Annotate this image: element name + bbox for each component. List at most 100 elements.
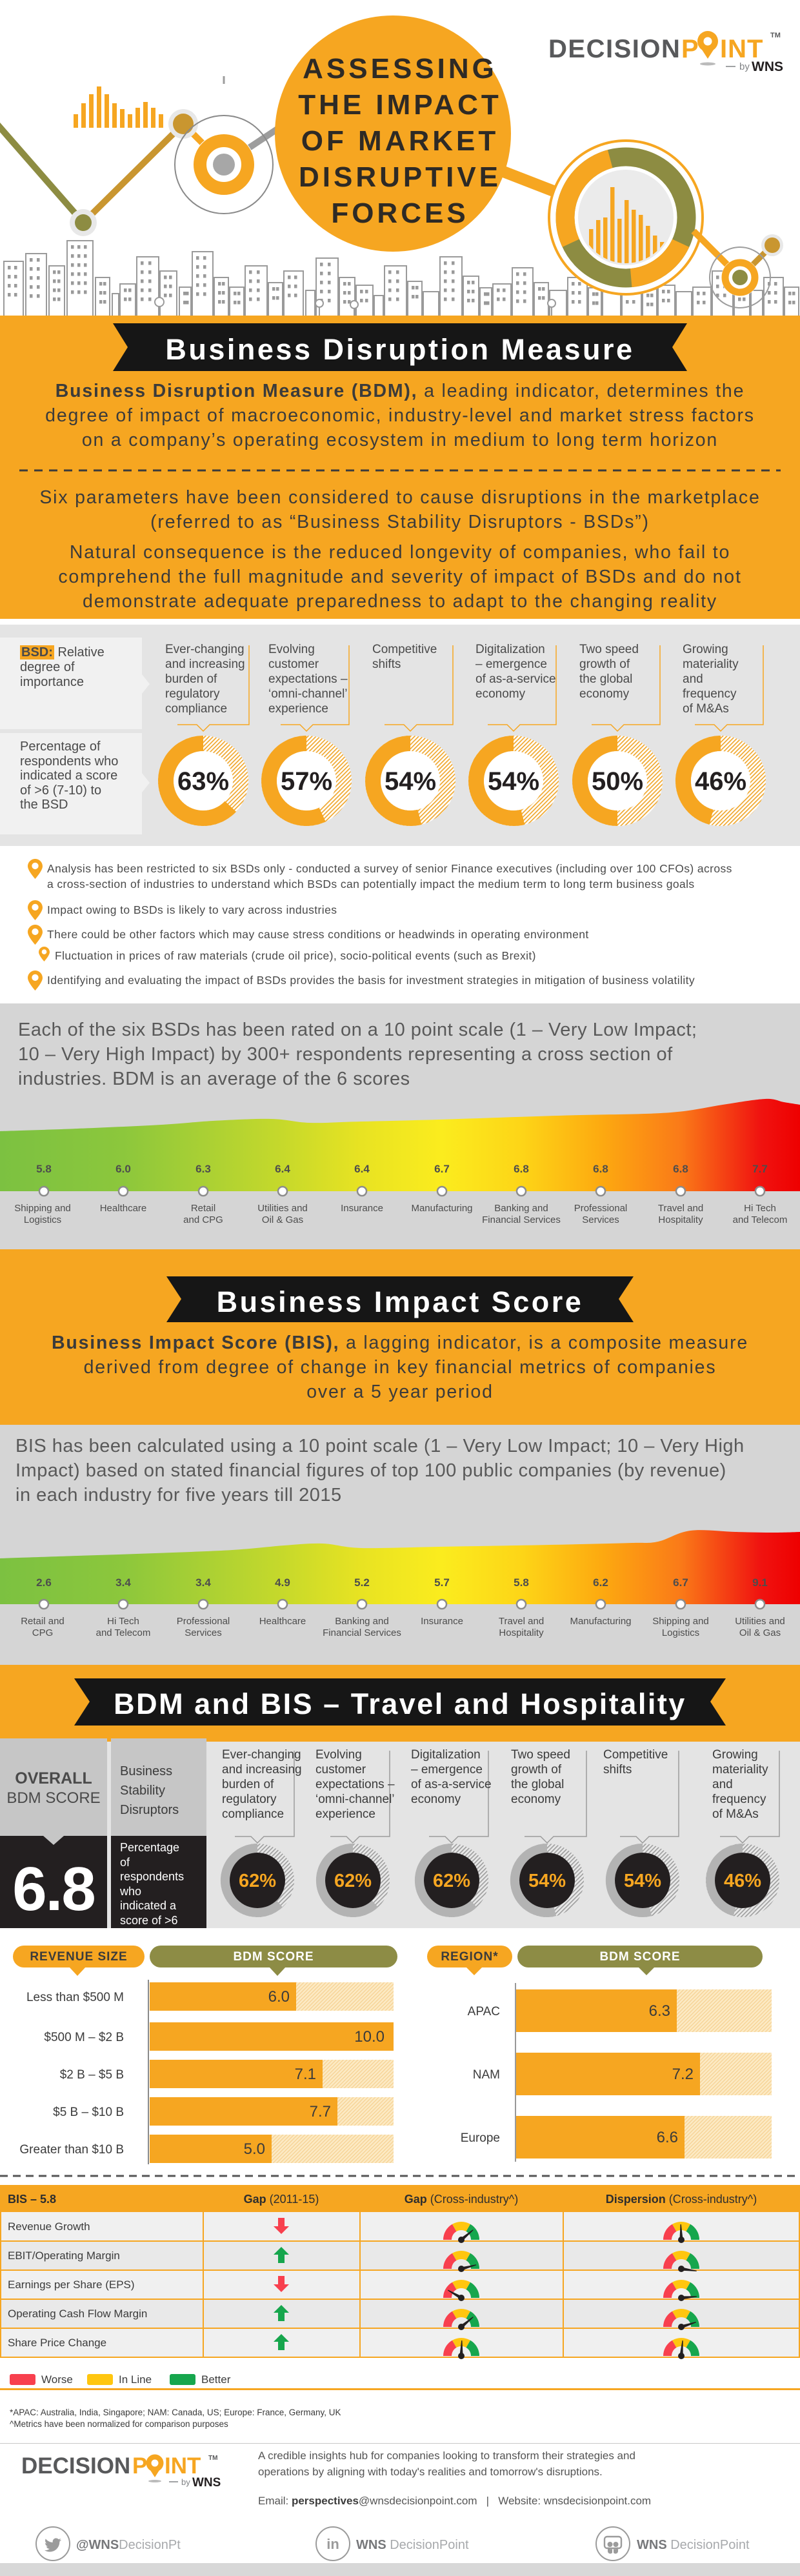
svg-text:INT: INT: [165, 2453, 201, 2479]
svg-text:WNS: WNS: [192, 2476, 221, 2490]
svg-text:‘omni-channel’: ‘omni-channel’: [315, 1793, 395, 1806]
svg-text:Two speed: Two speed: [511, 1748, 570, 1762]
svg-text:experience: experience: [315, 1807, 375, 1821]
svg-text:Competitive: Competitive: [603, 1748, 668, 1762]
svg-text:BDM SCORE: BDM SCORE: [233, 1950, 314, 1964]
svg-text:Financial Services: Financial Services: [323, 1627, 401, 1638]
svg-text:7.2: 7.2: [672, 2066, 694, 2083]
svg-text:by: by: [181, 2477, 190, 2487]
svg-text:Evolving: Evolving: [268, 643, 315, 656]
svg-text:6.0: 6.0: [115, 1163, 131, 1175]
svg-text:46%: 46%: [724, 1871, 761, 1891]
svg-text:54%: 54%: [624, 1871, 661, 1891]
svg-text:Retail: Retail: [191, 1203, 215, 1214]
svg-text:Travel and: Travel and: [499, 1616, 544, 1627]
svg-text:Professional: Professional: [177, 1616, 230, 1627]
svg-text:and: and: [683, 672, 703, 686]
svg-text:3.4: 3.4: [115, 1576, 131, 1589]
svg-text:Earnings per Share (EPS): Earnings per Share (EPS): [8, 2279, 135, 2291]
svg-text:6.0: 6.0: [268, 1988, 290, 2006]
svg-text:Dispersion (Cross-industry^): Dispersion (Cross-industry^): [606, 2193, 757, 2206]
svg-text:10 – Very High Impact) by 300+: 10 – Very High Impact) by 300+ responden…: [18, 1044, 673, 1065]
svg-text:@WNSDecisionPt: @WNSDecisionPt: [76, 2538, 181, 2552]
svg-text:$5 B – $10 B: $5 B – $10 B: [53, 2106, 124, 2119]
svg-text:54%: 54%: [528, 1871, 566, 1891]
svg-text:BIS has been calculated using: BIS has been calculated using a 10 point…: [15, 1436, 745, 1456]
svg-text:Hi Tech: Hi Tech: [107, 1616, 139, 1627]
svg-text:expectations –: expectations –: [315, 1778, 395, 1791]
svg-text:Hospitality: Hospitality: [658, 1214, 703, 1225]
svg-text:BDM SCORE: BDM SCORE: [599, 1950, 680, 1964]
svg-text:of as-a-service: of as-a-service: [411, 1778, 492, 1791]
svg-text:the global: the global: [511, 1778, 564, 1791]
svg-text:Insurance: Insurance: [341, 1203, 383, 1214]
svg-text:6.4: 6.4: [354, 1163, 370, 1175]
svg-text:INT: INT: [720, 35, 763, 63]
svg-text:Impact) based on stated financ: Impact) based on stated financial figure…: [15, 1460, 726, 1481]
svg-text:and: and: [712, 1778, 733, 1791]
svg-text:materiality: materiality: [683, 658, 739, 671]
svg-text:6.8: 6.8: [514, 1163, 529, 1175]
svg-text:operations by aligning with to: operations by aligning with today's real…: [258, 2466, 603, 2478]
svg-text:and increasing: and increasing: [165, 658, 245, 671]
svg-text:NAM: NAM: [473, 2068, 500, 2082]
svg-text:Healthcare: Healthcare: [100, 1203, 147, 1214]
svg-text:Ever-changing: Ever-changing: [222, 1748, 301, 1762]
svg-text:Insurance: Insurance: [421, 1616, 463, 1627]
svg-text:Gap (Cross-industry^): Gap (Cross-industry^): [405, 2193, 518, 2206]
svg-text:customer: customer: [315, 1763, 366, 1776]
svg-text:WNS: WNS: [752, 59, 783, 74]
svg-text:burden of: burden of: [165, 672, 217, 686]
svg-text:P: P: [681, 35, 699, 63]
svg-text:5.0: 5.0: [244, 2140, 265, 2158]
svg-text:57%: 57%: [281, 767, 332, 796]
svg-text:54%: 54%: [385, 767, 436, 796]
svg-text:experience: experience: [268, 702, 328, 716]
svg-text:Retail and: Retail and: [21, 1616, 65, 1627]
svg-text:REGION*: REGION*: [441, 1950, 498, 1964]
svg-text:economy: economy: [411, 1793, 461, 1806]
svg-text:TM: TM: [208, 2455, 217, 2462]
svg-text:WNS DecisionPoint: WNS DecisionPoint: [356, 2538, 469, 2552]
svg-text:5.2: 5.2: [354, 1576, 370, 1589]
svg-text:5.8: 5.8: [36, 1163, 52, 1175]
svg-text:– emergence: – emergence: [411, 1763, 483, 1776]
svg-text:CPG: CPG: [32, 1627, 54, 1638]
svg-text:and Telecom: and Telecom: [96, 1627, 151, 1638]
svg-text:54%: 54%: [488, 767, 539, 796]
svg-text:and increasing: and increasing: [222, 1763, 302, 1776]
svg-text:economy: economy: [475, 687, 526, 701]
svg-text:regulatory: regulatory: [222, 1793, 277, 1806]
svg-text:Hospitality: Hospitality: [499, 1627, 544, 1638]
svg-text:Oil & Gas: Oil & Gas: [739, 1627, 781, 1638]
svg-text:‘omni-channel’: ‘omni-channel’: [268, 687, 348, 701]
svg-text:$2 B – $5 B: $2 B – $5 B: [60, 2068, 124, 2082]
svg-text:REVENUE SIZE: REVENUE SIZE: [30, 1950, 127, 1964]
svg-text:frequency: frequency: [712, 1793, 766, 1806]
svg-text:10.0: 10.0: [354, 2028, 385, 2046]
svg-text:Better: Better: [201, 2373, 231, 2386]
svg-text:50%: 50%: [592, 767, 643, 796]
svg-text:OF MARKET: OF MARKET: [301, 125, 499, 157]
svg-text:customer: customer: [268, 658, 319, 671]
svg-text:Operating Cash Flow Margin: Operating Cash Flow Margin: [8, 2308, 147, 2320]
svg-text:9.1: 9.1: [752, 1576, 768, 1589]
svg-text:growth of: growth of: [511, 1763, 562, 1776]
svg-text:by: by: [739, 61, 750, 72]
svg-text:Services: Services: [185, 1627, 222, 1638]
svg-text:$500 M – $2 B: $500 M – $2 B: [44, 2031, 124, 2044]
svg-text:Professional: Professional: [574, 1203, 628, 1214]
svg-text:A credible insights hub for co: A credible insights hub for companies lo…: [258, 2450, 635, 2462]
svg-text:DECISION: DECISION: [548, 35, 681, 63]
svg-text:APAC: APAC: [468, 2005, 500, 2018]
svg-text:Growing: Growing: [683, 643, 728, 656]
svg-text:2.6: 2.6: [36, 1576, 52, 1589]
svg-text:Email: perspectives@wnsdecisio: Email: perspectives@wnsdecisionpoint.com…: [258, 2495, 651, 2507]
svg-text:6.3: 6.3: [649, 2002, 670, 2020]
svg-text:Healthcare: Healthcare: [259, 1616, 306, 1627]
svg-text:Competitive: Competitive: [372, 643, 437, 656]
svg-text:62%: 62%: [334, 1871, 372, 1891]
svg-text:Shipping and: Shipping and: [14, 1203, 71, 1214]
svg-text:4.9: 4.9: [275, 1576, 290, 1589]
svg-text:economy: economy: [511, 1793, 561, 1806]
